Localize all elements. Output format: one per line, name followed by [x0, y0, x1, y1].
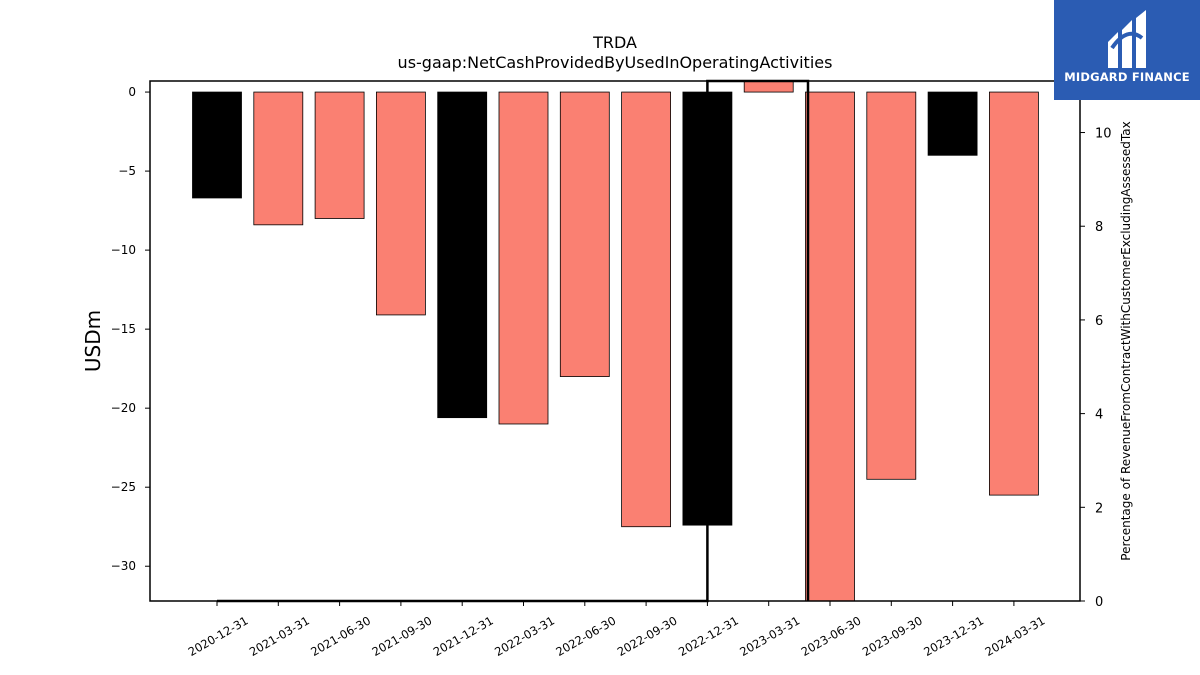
- y-right-tick-label: 10: [1095, 127, 1112, 142]
- bar-2022-09-30: [621, 91, 671, 528]
- y-axis-left: 0 −5 −10 −15 −20 −25 −30: [111, 85, 150, 573]
- bar-2021-03-31: [253, 91, 304, 226]
- y-tick-label: −15: [111, 322, 136, 336]
- y-axis-right: 0 2 4 6 8 10: [1080, 127, 1112, 610]
- bar-2023-03-31: [743, 80, 794, 93]
- y-tick-label: −25: [111, 480, 136, 494]
- y-tick-label: −10: [111, 243, 136, 257]
- y-tick-label: −5: [118, 164, 136, 178]
- y-tick-label: −30: [111, 559, 136, 573]
- bar-2020-12-31: [192, 91, 242, 199]
- bar-2021-06-30: [314, 91, 365, 219]
- x-tick-label: 2022-03-31: [492, 613, 557, 659]
- x-tick-label: 2023-09-30: [860, 613, 925, 659]
- bar-2023-06-30: [805, 91, 855, 602]
- plot-frame: [149, 80, 1081, 602]
- chart-subtitle: us-gaap:NetCashProvidedByUsedInOperating…: [398, 53, 833, 72]
- bars-group: [192, 80, 1039, 602]
- x-tick-label: 2021-12-31: [431, 613, 496, 659]
- y-right-tick-label: 4: [1095, 408, 1103, 423]
- chart-title: TRDA: [592, 33, 637, 52]
- bar-2021-12-31: [437, 91, 488, 419]
- x-tick-label: 2023-06-30: [799, 613, 864, 659]
- x-tick-label: 2024-03-31: [983, 613, 1048, 659]
- y-right-tick-label: 8: [1095, 220, 1103, 235]
- y-right-tick-label: 2: [1095, 501, 1103, 516]
- x-axis: 2020-12-312021-03-312021-06-302021-09-30…: [186, 601, 1048, 659]
- x-tick-label: 2023-12-31: [921, 613, 986, 659]
- y-tick-label: 0: [128, 85, 136, 99]
- x-tick-label: 2022-09-30: [615, 613, 680, 659]
- bar-2022-06-30: [559, 91, 610, 377]
- bar-2024-03-31: [989, 91, 1039, 496]
- logo-mark-icon: [1108, 10, 1146, 68]
- x-tick-label: 2021-03-31: [247, 613, 312, 659]
- y-right-tick-label: 6: [1095, 314, 1103, 329]
- bar-2021-09-30: [375, 91, 426, 316]
- brand-name: MIDGARD FINANCE: [1064, 70, 1190, 84]
- x-tick-label: 2020-12-31: [186, 613, 251, 659]
- brand-logo: MIDGARD FINANCE: [1054, 0, 1200, 100]
- y-axis-label: USDm: [81, 310, 105, 372]
- bar-2022-03-31: [498, 91, 549, 425]
- y-right-tick-label: 0: [1095, 595, 1103, 610]
- y-axis-label-right: Percentage of RevenueFromContractWithCus…: [1119, 121, 1133, 560]
- x-tick-label: 2021-06-30: [308, 613, 373, 659]
- y-tick-label: −20: [111, 401, 136, 415]
- x-tick-label: 2021-09-30: [370, 613, 435, 659]
- bar-2023-12-31: [927, 91, 978, 156]
- x-tick-label: 2023-03-31: [737, 613, 802, 659]
- x-tick-label: 2022-12-31: [676, 613, 741, 659]
- x-tick-label: 2022-06-30: [553, 613, 618, 659]
- bar-2023-09-30: [866, 91, 917, 480]
